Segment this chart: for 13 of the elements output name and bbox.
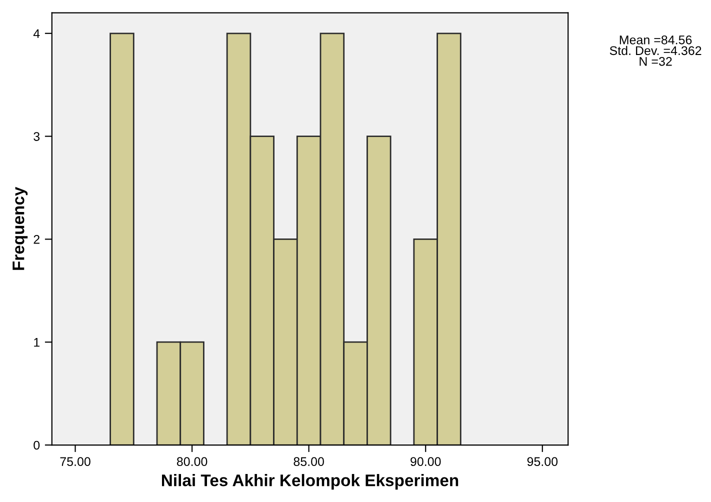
y-tick-label: 1 — [34, 338, 40, 347]
y-tick-label: 0 — [34, 440, 40, 450]
x-tick-label: 95.00 — [527, 457, 558, 466]
x-axis-title: Nilai Tes Akhir Kelompok Eksperimen — [162, 474, 458, 490]
y-tick-label: 4 — [33, 29, 40, 38]
y-axis-title: Frequency — [12, 186, 28, 270]
y-tick-label: 3 — [34, 132, 40, 141]
y-tick-label: 2 — [34, 235, 40, 244]
x-tick-label: 85.00 — [294, 457, 324, 466]
x-tick-label: 80.00 — [176, 457, 208, 466]
x-tick-label: 90.00 — [410, 457, 441, 466]
text: Mean =84.56 Std. Dev. =4.362 N =32 — [610, 35, 702, 66]
x-tick-label: 75.00 — [60, 457, 90, 466]
